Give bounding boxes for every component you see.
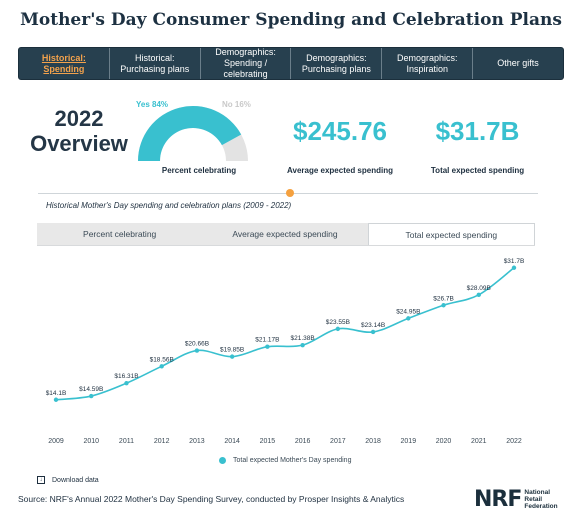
data-label: $21.38B xyxy=(291,335,315,342)
data-label: $31.7B xyxy=(504,258,525,265)
data-point[interactable] xyxy=(300,342,305,348)
data-point[interactable] xyxy=(53,397,59,402)
x-tick-label: 2010 xyxy=(83,438,99,445)
x-tick-label: 2011 xyxy=(119,438,134,445)
data-label: $23.55B xyxy=(326,319,350,326)
chart-subtitle: Historical Mother's Day spending and cel… xyxy=(46,201,292,210)
download-label: Download data xyxy=(52,476,99,484)
legend-swatch xyxy=(219,457,226,464)
x-tick-label: 2020 xyxy=(436,438,452,445)
data-label: $16.31B xyxy=(114,373,138,380)
data-label: $28.09B xyxy=(467,285,491,292)
tab-historical-spending[interactable]: Historical: Spending xyxy=(41,52,86,74)
total-spending-label: Total expected spending xyxy=(430,166,525,175)
gauge-yes-label: Yes 84% xyxy=(136,100,169,109)
data-label: $18.56B xyxy=(150,356,174,363)
download-data-link[interactable]: ↓ Download data xyxy=(37,476,99,484)
data-point[interactable] xyxy=(335,326,341,332)
x-tick-label: 2017 xyxy=(330,438,346,445)
data-label: $24.95B xyxy=(396,308,420,315)
celebrating-gauge: Yes 84% No 16% xyxy=(134,97,252,177)
logo-mark: NRF xyxy=(474,487,522,512)
timeline-marker[interactable] xyxy=(286,189,294,197)
data-point[interactable] xyxy=(89,393,94,399)
x-tick-label: 2016 xyxy=(295,438,311,445)
data-label: $14.1B xyxy=(46,390,67,397)
data-point[interactable] xyxy=(441,303,446,308)
data-point[interactable] xyxy=(265,344,270,349)
download-icon: ↓ xyxy=(37,476,45,484)
x-tick-label: 2021 xyxy=(471,438,487,445)
total-spending-value: $31.7B xyxy=(435,116,520,146)
source-note: Source: NRF's Annual 2022 Mother's Day S… xyxy=(18,494,405,504)
data-label: $14.59B xyxy=(79,386,103,393)
tab-demographics-purchasing-plans[interactable]: Demographics: Purchasing plans xyxy=(290,48,381,79)
data-point[interactable] xyxy=(511,265,517,270)
chart-tabs: Percent celebrating Average expected spe… xyxy=(37,223,535,246)
data-point[interactable] xyxy=(124,380,129,386)
data-point[interactable] xyxy=(229,354,235,359)
line-chart: $14.1B 2009 $14.59B 2010 $16.31B 2011 $18.56B 2… xyxy=(46,258,525,445)
x-tick-label: 2014 xyxy=(224,438,240,445)
x-tick-label: 2022 xyxy=(506,438,522,445)
series-line xyxy=(55,267,515,401)
page-title: Mother's Day Consumer Spending and Celeb… xyxy=(20,10,562,30)
logo-text: National Retail Federation xyxy=(524,489,558,510)
avg-spending-label: Average expected spending xyxy=(287,166,393,175)
nrf-logo: NRF National Retail Federation xyxy=(474,487,558,512)
chart-tab-total-spending[interactable]: Total expected spending xyxy=(367,223,535,245)
gauge-chart xyxy=(138,106,248,161)
data-point[interactable] xyxy=(406,316,411,321)
gauge-yes-arc xyxy=(138,106,242,161)
legend-label: Total expected Mother's Day spending xyxy=(233,457,352,464)
tab-demographics-spending[interactable]: Demographics: Spending / celebrating xyxy=(199,47,291,79)
data-label: $26.7B xyxy=(433,295,454,302)
chart-tab-average-spending[interactable]: Average expected spending xyxy=(202,223,368,245)
gauge-no-label: No 16% xyxy=(222,100,251,109)
chart-tab-percent-celebrating[interactable]: Percent celebrating xyxy=(37,223,203,245)
gauge-caption: Percent celebrating xyxy=(161,166,237,175)
x-tick-label: 2012 xyxy=(154,438,170,445)
x-tick-label: 2009 xyxy=(48,438,64,445)
overview-title: 2022 Overview xyxy=(30,106,128,156)
data-point[interactable] xyxy=(370,329,376,335)
data-point[interactable] xyxy=(476,292,481,298)
tab-other-gifts[interactable]: Other gifts xyxy=(472,48,563,79)
data-label: $23.14B xyxy=(361,322,385,329)
data-point[interactable] xyxy=(194,348,200,353)
data-label: $19.85B xyxy=(220,347,244,354)
main-tabs: Historical: Spending Historical: Purchas… xyxy=(18,47,564,80)
data-label: $20.66B xyxy=(185,341,209,348)
tab-demographics-inspiration[interactable]: Demographics: Inspiration xyxy=(381,48,472,79)
x-tick-label: 2013 xyxy=(189,438,205,445)
data-point[interactable] xyxy=(159,364,164,369)
x-tick-label: 2018 xyxy=(365,438,381,445)
chart-legend: Total expected Mother's Day spending xyxy=(219,457,351,464)
data-label: $21.17B xyxy=(255,337,279,344)
x-tick-label: 2015 xyxy=(260,438,276,445)
x-tick-label: 2019 xyxy=(401,438,417,445)
tab-historical-purchasing-plans[interactable]: Historical: Purchasing plans xyxy=(108,48,200,79)
avg-spending-value: $245.76 xyxy=(293,116,387,146)
